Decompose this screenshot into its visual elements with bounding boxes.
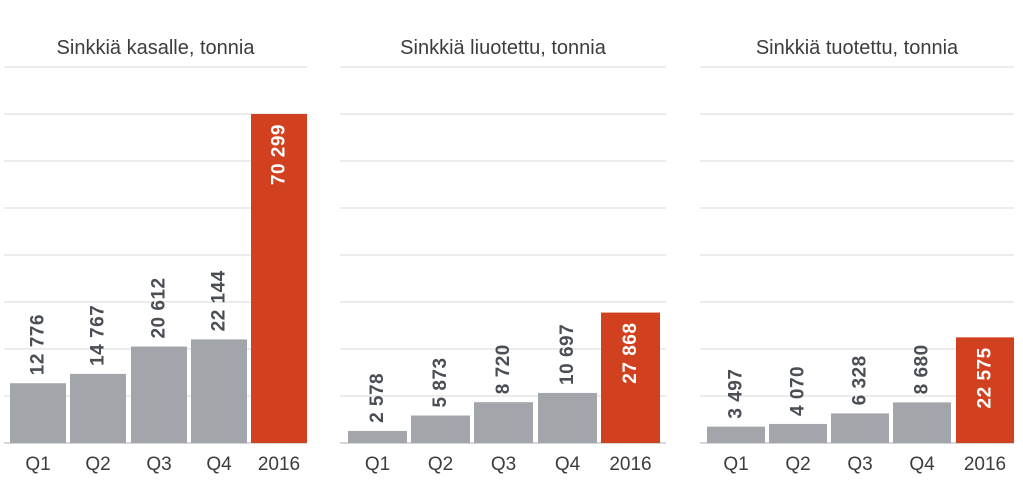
x-tick-label: Q2 bbox=[785, 454, 810, 475]
chart-panel-1: Sinkkiä kasalle, tonnia 12 776 Q1 14 767 Q2 2… bbox=[4, 37, 307, 475]
data-label: 5 873 bbox=[430, 357, 451, 407]
data-label: 27 868 bbox=[620, 323, 641, 384]
x-tick-label: Q2 bbox=[85, 454, 110, 475]
x-tick-label: Q2 bbox=[428, 454, 453, 475]
bar-total bbox=[956, 337, 1014, 443]
bar-quarter bbox=[893, 402, 951, 443]
data-label: 6 328 bbox=[850, 355, 871, 405]
bar-quarter bbox=[831, 413, 889, 443]
chart-panel-3: Sinkkiä tuotettu, tonnia 3 497 Q1 4 070 Q2 6 … bbox=[700, 37, 1014, 475]
bar-total bbox=[251, 114, 307, 443]
bar-quarter bbox=[131, 346, 187, 443]
data-label: 22 144 bbox=[209, 270, 230, 331]
x-tick-label: Q3 bbox=[491, 454, 516, 475]
x-tick-label: Q3 bbox=[847, 454, 872, 475]
chart-title: Sinkkiä tuotettu, tonnia bbox=[756, 37, 959, 59]
data-label: 8 680 bbox=[912, 344, 933, 394]
data-label: 12 776 bbox=[28, 314, 49, 375]
x-tick-label: Q4 bbox=[206, 454, 232, 475]
data-label: 20 612 bbox=[149, 277, 170, 338]
x-tick-label: Q4 bbox=[555, 454, 581, 475]
bar-total bbox=[601, 312, 660, 443]
x-tick-label: Q1 bbox=[365, 454, 390, 475]
x-tick-label: 2016 bbox=[609, 454, 651, 475]
chart-panel-2: Sinkkiä liuotettu, tonnia 2 578 Q1 5 873 Q2 8… bbox=[340, 37, 666, 475]
data-label: 70 299 bbox=[269, 124, 290, 185]
bar-quarter bbox=[70, 373, 126, 443]
bar-quarter bbox=[538, 392, 597, 443]
x-tick-label: Q3 bbox=[146, 454, 171, 475]
x-tick-label: 2016 bbox=[964, 454, 1006, 475]
data-label: 10 697 bbox=[557, 324, 578, 385]
data-label: 22 575 bbox=[975, 347, 996, 408]
chart-title: Sinkkiä kasalle, tonnia bbox=[57, 37, 256, 59]
bar-quarter bbox=[411, 415, 470, 443]
data-label: 2 578 bbox=[367, 373, 388, 423]
chart-title: Sinkkiä liuotettu, tonnia bbox=[400, 37, 607, 59]
data-label: 4 070 bbox=[788, 366, 809, 416]
bar-quarter bbox=[191, 339, 247, 443]
x-tick-label: 2016 bbox=[258, 454, 300, 475]
bar-quarter bbox=[10, 383, 66, 443]
data-label: 14 767 bbox=[88, 305, 109, 366]
data-label: 3 497 bbox=[726, 369, 747, 419]
bar-quarter bbox=[474, 402, 533, 443]
bar-quarter bbox=[348, 430, 407, 443]
x-tick-label: Q4 bbox=[909, 454, 935, 475]
bar-quarter bbox=[769, 423, 827, 443]
x-tick-label: Q1 bbox=[25, 454, 50, 475]
bar-quarter bbox=[707, 426, 765, 443]
x-tick-label: Q1 bbox=[723, 454, 748, 475]
data-label: 8 720 bbox=[493, 344, 514, 394]
